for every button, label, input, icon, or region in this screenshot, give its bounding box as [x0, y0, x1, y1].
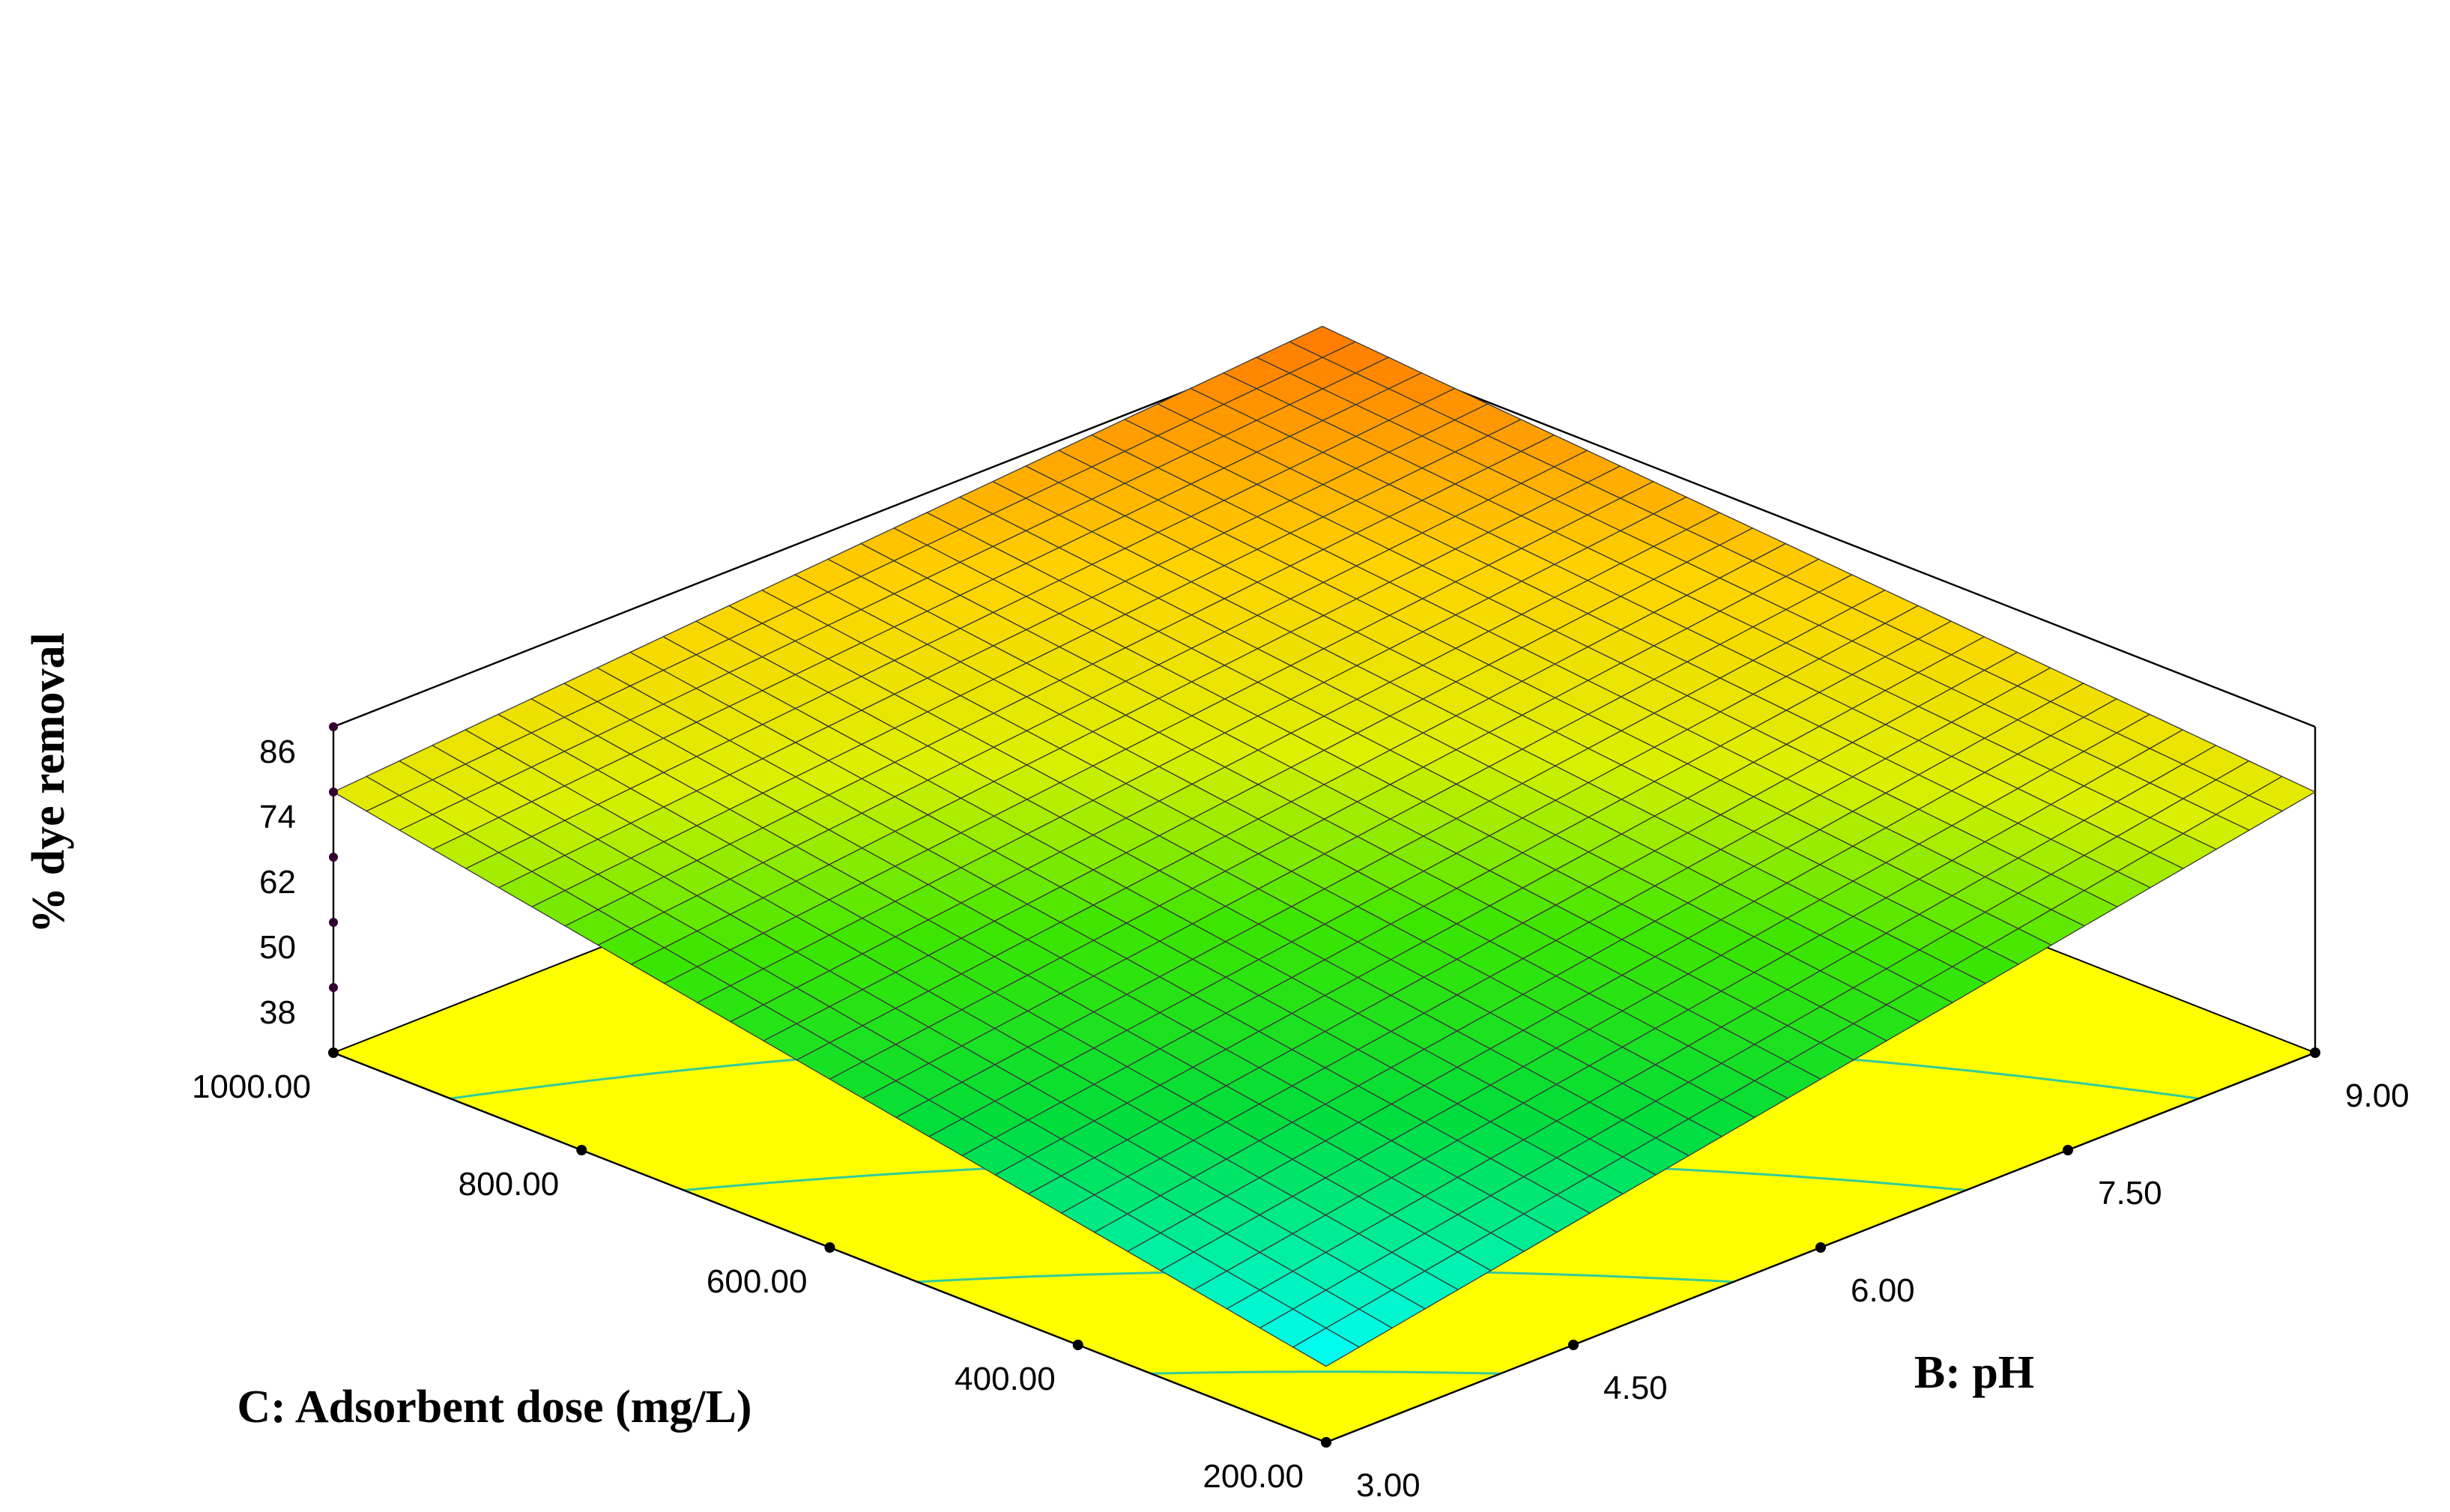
z-tick-mark — [329, 983, 338, 992]
x-tick-mark — [824, 1242, 835, 1253]
y-tick-label: 6.00 — [1851, 1272, 1915, 1309]
y-tick-label: 4.50 — [1603, 1370, 1668, 1406]
z-tick-label: 38 — [259, 994, 296, 1031]
y-tick-mark — [1568, 1340, 1579, 1350]
z-tick-mark — [329, 918, 338, 927]
y-tick-label: 3.00 — [1356, 1467, 1421, 1504]
x-tick-label: 200.00 — [1203, 1458, 1304, 1495]
z-tick-label: 62 — [259, 864, 296, 901]
response-surface — [332, 325, 2317, 1367]
y-tick-mark — [1321, 1437, 1331, 1448]
z-tick-label: 86 — [259, 734, 296, 770]
x-tick-label: 800.00 — [459, 1166, 560, 1203]
x-tick-mark — [576, 1145, 587, 1155]
y-tick-mark — [2063, 1145, 2073, 1155]
y-tick-label: 9.00 — [2345, 1077, 2410, 1114]
y-axis-title: B: pH — [1914, 1347, 2034, 1398]
x-axis-title: C: Adsorbent dose (mg/L) — [237, 1382, 751, 1433]
z-axis-title: % dye removal — [23, 632, 74, 934]
z-tick-label: 50 — [259, 929, 296, 966]
z-tick-mark — [329, 853, 338, 862]
z-tick-mark — [329, 787, 338, 796]
x-tick-mark — [328, 1047, 339, 1058]
z-axis: 38 50 62 74 86 — [259, 722, 338, 1031]
x-tick-mark — [1072, 1340, 1083, 1350]
frame-edge — [1322, 336, 2316, 728]
z-tick-mark — [329, 722, 338, 731]
y-tick-mark — [1815, 1242, 1826, 1253]
frame-edge — [333, 336, 1323, 728]
surface-cell — [1292, 1327, 1361, 1367]
y-tick-label: 7.50 — [2098, 1175, 2162, 1212]
back-frame — [332, 336, 2317, 1053]
z-tick-label: 74 — [259, 799, 296, 835]
y-tick-mark — [2310, 1047, 2320, 1058]
x-tick-label: 400.00 — [955, 1361, 1056, 1397]
x-tick-label: 1000.00 — [192, 1068, 311, 1105]
x-axis: 200.00 400.00 600.00 800.00 1000.00 — [192, 1047, 1331, 1495]
y-axis: 3.00 4.50 6.00 7.50 9.00 — [1321, 1047, 2410, 1504]
x-tick-label: 600.00 — [707, 1263, 808, 1300]
